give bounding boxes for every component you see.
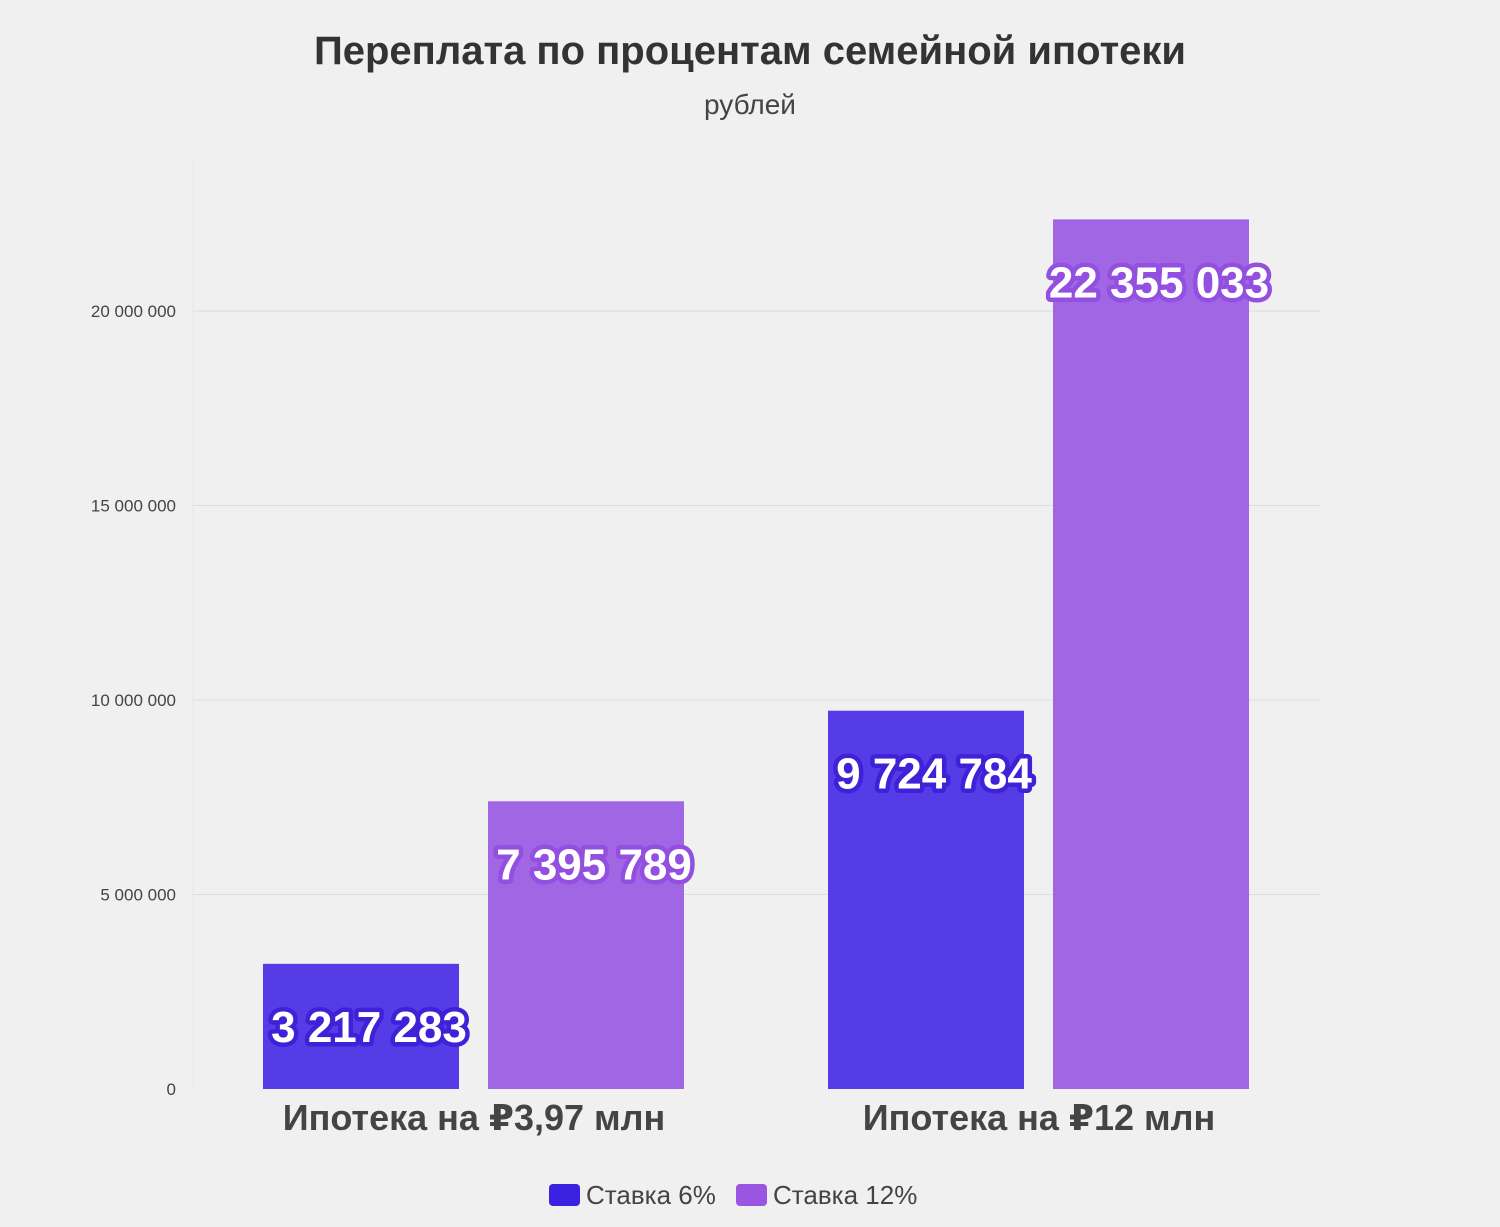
y-tick-label: 15 000 000 [91,497,176,516]
y-tick-label: 0 [167,1080,176,1099]
data-label: 22 355 033 [1049,258,1269,307]
legend-item[interactable]: Ставка 12% [736,1180,917,1210]
bar [263,963,459,1089]
chart-subtitle: рублей [704,89,796,120]
x-category-label: Ипотека на ₽3,97 млн [283,1097,666,1138]
bar [1053,219,1249,1089]
bar [828,710,1024,1089]
bar [488,801,684,1089]
data-label: 3 217 283 [271,1003,467,1052]
legend-label: Ставка 6% [586,1180,716,1210]
data-label: 7 395 789 [496,840,692,889]
y-tick-label: 10 000 000 [91,691,176,710]
y-tick-label: 20 000 000 [91,302,176,321]
legend-swatch [549,1184,580,1206]
legend-item[interactable]: Ставка 6% [549,1180,716,1210]
data-label: 9 724 784 [836,750,1032,799]
y-tick-label: 5 000 000 [100,886,176,905]
legend-swatch [736,1184,767,1206]
x-category-label: Ипотека на ₽12 млн [863,1097,1216,1138]
chart-title: Переплата по процентам семейной ипотеки [314,29,1186,73]
legend-label: Ставка 12% [773,1180,917,1210]
